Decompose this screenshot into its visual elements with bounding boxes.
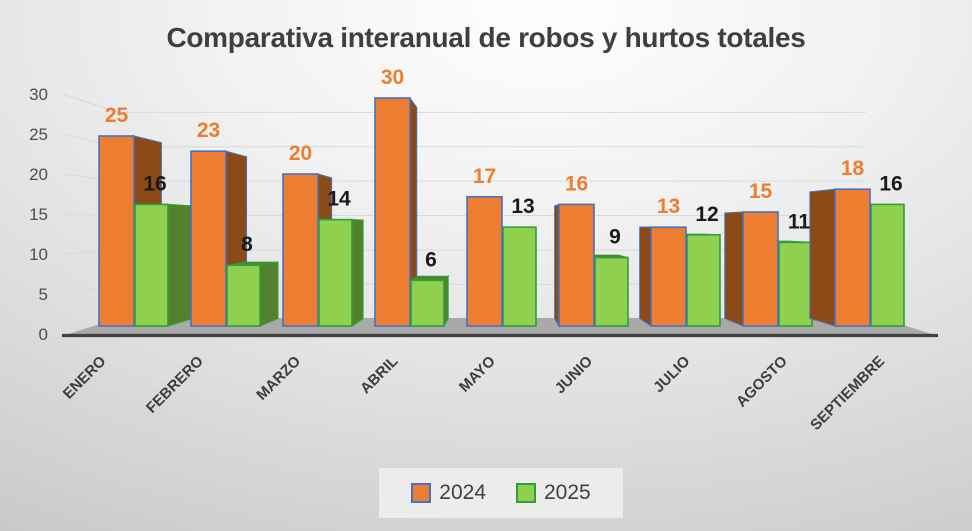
x-category-label: FEBRERO (143, 353, 207, 417)
data-label-2025-MARZO: 14 (327, 188, 351, 211)
bar-2024-ABRIL (374, 97, 411, 327)
bar-2025-SEPTIEMBRE (870, 203, 905, 327)
chart-title: Comparativa interanual de robos y hurtos… (166, 22, 806, 53)
bar-2025-MARZO (318, 218, 353, 327)
bar-2025-ENERO (134, 203, 169, 327)
data-label-2024-JULIO: 13 (657, 195, 680, 218)
bar-2024-JUNIO (558, 203, 595, 327)
data-label-2024-JUNIO: 16 (565, 172, 588, 195)
bar-side-2024-SEPTIEMBRE (809, 188, 836, 327)
bar-side-2024-AGOSTO (724, 211, 744, 327)
legend-label-2025: 2025 (544, 481, 591, 504)
bar-side-2025-ENERO (167, 203, 194, 327)
data-label-2024-FEBRERO: 23 (197, 119, 220, 142)
x-category-label: MARZO (253, 353, 304, 404)
legend-swatch-2024 (411, 483, 432, 503)
data-label-2025-SEPTIEMBRE: 16 (879, 172, 902, 195)
bar-2025-JUNIO (594, 256, 629, 327)
legend-item-2025: 2025 (516, 481, 591, 505)
y-tick-label: 25 (29, 125, 48, 144)
x-category-label: ABRIL (357, 353, 401, 397)
y-tick-label: 30 (29, 85, 48, 104)
bar-2024-MAYO (466, 196, 503, 327)
chart-legend: 2024 2025 (379, 468, 623, 518)
legend-label-2024: 2024 (439, 481, 486, 504)
bar-2024-ENERO (98, 135, 135, 327)
y-tick-label: 10 (29, 245, 48, 264)
data-label-2024-SEPTIEMBRE: 18 (841, 157, 865, 180)
bar-side-2025-MARZO (351, 219, 364, 327)
data-label-2025-ENERO: 16 (143, 172, 166, 195)
x-category-label: MAYO (456, 353, 499, 396)
bar-2025-ABRIL (410, 279, 445, 327)
legend-item-2024: 2024 (411, 481, 486, 505)
bar-side-2025-FEBRERO (259, 261, 279, 327)
bar-2024-FEBRERO (190, 150, 227, 327)
bar-2025-JULIO (686, 234, 721, 327)
x-category-label: AGOSTO (733, 353, 791, 411)
x-category-label: JUNIO (552, 353, 597, 398)
data-label-2025-FEBRERO: 8 (241, 233, 253, 256)
bar-2024-MARZO (282, 173, 319, 327)
bar-side-2024-JULIO (639, 226, 652, 327)
x-category-label: SEPTIEMBRE (807, 353, 888, 434)
data-label-2024-MARZO: 20 (289, 142, 312, 165)
data-label-2025-AGOSTO: 11 (788, 210, 811, 233)
y-tick-label: 15 (29, 205, 48, 224)
bar-2024-AGOSTO (742, 211, 779, 327)
legend-swatch-2025 (516, 483, 536, 503)
gridline (61, 173, 866, 182)
data-label-2024-ABRIL: 30 (381, 66, 404, 89)
data-label-2025-MAYO: 13 (511, 195, 534, 218)
y-tick-label: 20 (29, 165, 48, 184)
bar-2024-SEPTIEMBRE (834, 188, 871, 327)
x-category-label: JULIO (650, 353, 693, 396)
data-label-2025-JUNIO: 9 (609, 226, 621, 249)
x-category-label: ENERO (60, 353, 110, 403)
data-label-2025-ABRIL: 6 (425, 248, 437, 271)
bar-2024-JULIO (650, 226, 687, 327)
gridline (61, 133, 866, 148)
y-tick-label: 0 (39, 325, 48, 344)
data-label-2025-JULIO: 12 (695, 203, 718, 226)
gridline (61, 93, 866, 113)
data-label-2024-ENERO: 25 (105, 104, 129, 127)
y-tick-label: 5 (39, 285, 48, 304)
data-label-2024-AGOSTO: 15 (749, 180, 773, 203)
bar-2025-MAYO (502, 226, 537, 327)
data-label-2024-MAYO: 17 (473, 165, 496, 188)
bar-2025-AGOSTO (778, 241, 813, 327)
bar-2025-FEBRERO (226, 264, 261, 327)
